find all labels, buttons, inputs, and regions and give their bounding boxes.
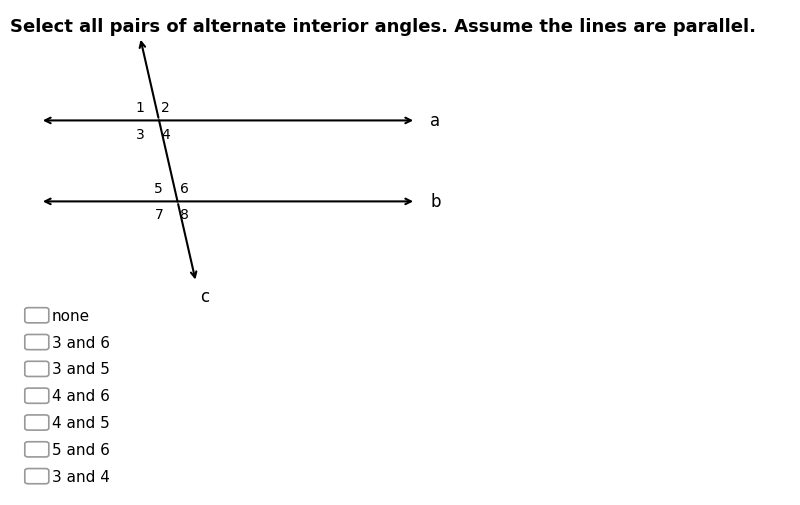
FancyBboxPatch shape xyxy=(25,335,49,350)
Text: 3 and 6: 3 and 6 xyxy=(52,335,110,350)
FancyBboxPatch shape xyxy=(25,362,49,377)
Text: b: b xyxy=(430,193,441,211)
Text: 1: 1 xyxy=(136,101,145,115)
Text: 4: 4 xyxy=(162,127,170,141)
Text: 8: 8 xyxy=(180,208,189,222)
Text: 3: 3 xyxy=(136,127,145,141)
FancyBboxPatch shape xyxy=(25,388,49,403)
FancyBboxPatch shape xyxy=(25,469,49,484)
Text: 5 and 6: 5 and 6 xyxy=(52,442,110,457)
Text: 4 and 5: 4 and 5 xyxy=(52,415,110,430)
FancyBboxPatch shape xyxy=(25,308,49,323)
Text: 7: 7 xyxy=(154,208,163,222)
Text: none: none xyxy=(52,308,90,323)
Text: 3 and 5: 3 and 5 xyxy=(52,362,110,377)
Text: 4 and 6: 4 and 6 xyxy=(52,388,110,403)
Text: c: c xyxy=(200,288,209,306)
Text: 2: 2 xyxy=(162,101,170,115)
Text: 6: 6 xyxy=(180,182,189,196)
Text: 3 and 4: 3 and 4 xyxy=(52,469,110,484)
FancyBboxPatch shape xyxy=(25,442,49,457)
Text: 5: 5 xyxy=(154,182,163,196)
Text: a: a xyxy=(430,112,441,130)
FancyBboxPatch shape xyxy=(25,415,49,430)
Text: Select all pairs of alternate interior angles. Assume the lines are parallel.: Select all pairs of alternate interior a… xyxy=(10,18,755,36)
